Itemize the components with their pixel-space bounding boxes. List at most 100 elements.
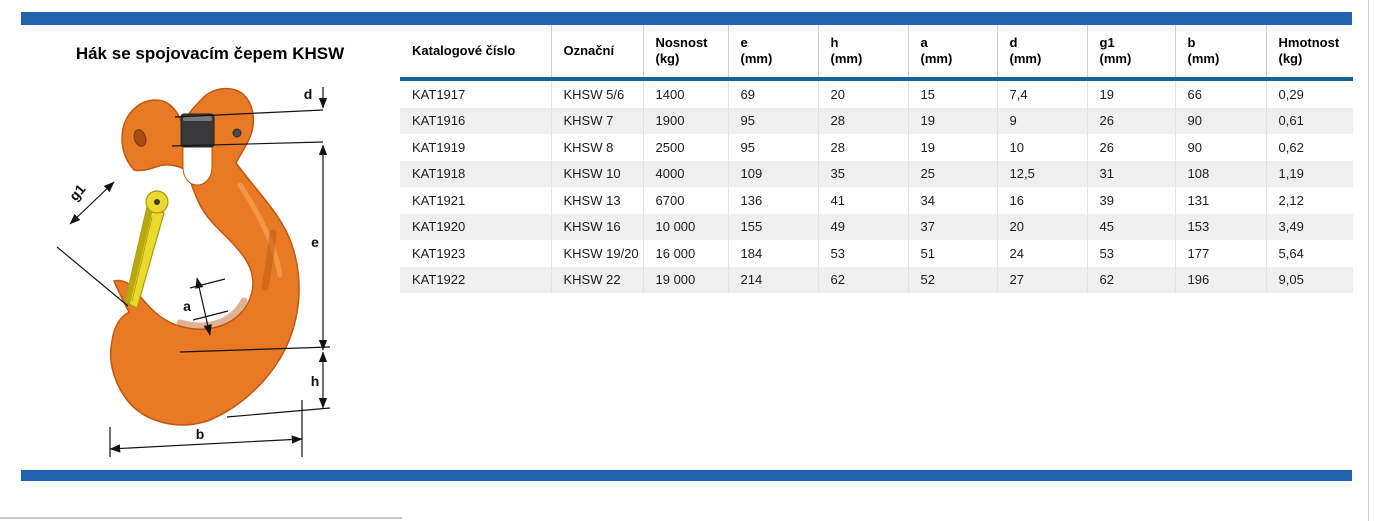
column-header: b (mm) xyxy=(1175,25,1267,81)
dim-label-b: b xyxy=(196,426,205,442)
table-cell: 6700 xyxy=(643,187,729,214)
column-header: d (mm) xyxy=(997,25,1088,81)
table-cell: 19 xyxy=(908,107,998,134)
table-cell: 1900 xyxy=(643,107,729,134)
table-cell: 9 xyxy=(997,107,1088,134)
table-header-row: Katalogové číslo Označní Nosnost (kg) e (mm) h… xyxy=(400,25,1353,81)
table-cell: KAT1916 xyxy=(400,107,552,134)
table-row: KAT1919 KHSW 8 2500 95 28 19 10 26 90 0,62 xyxy=(400,134,1353,161)
top-accent-bar xyxy=(21,12,1352,25)
table-cell: 24 xyxy=(997,240,1088,267)
table-cell: 0,61 xyxy=(1266,107,1353,134)
table-cell: 28 xyxy=(818,134,909,161)
table-row: KAT1916 KHSW 7 1900 95 28 19 9 26 90 0,61 xyxy=(400,107,1353,134)
table-cell: 136 xyxy=(728,187,819,214)
table-cell: 109 xyxy=(728,160,819,187)
table-cell: 31 xyxy=(1087,160,1176,187)
table-cell: KHSW 19/20 xyxy=(551,240,644,267)
table-cell: 10 xyxy=(997,134,1088,161)
column-header: Nosnost (kg) xyxy=(643,25,729,81)
table-cell: KAT1922 xyxy=(400,266,552,293)
dim-label-g1: g1 xyxy=(66,181,89,204)
table-cell: 153 xyxy=(1175,213,1267,240)
dimension-annotations: d e h b a g1 xyxy=(56,86,331,457)
table-cell: 131 xyxy=(1175,187,1267,214)
column-header: g1 (mm) xyxy=(1087,25,1176,81)
page-title: Hák se spojovacím čepem KHSW xyxy=(75,44,345,63)
table-cell: 16 000 xyxy=(643,240,729,267)
table-cell: 20 xyxy=(818,79,909,108)
table-row: KAT1918 KHSW 10 4000 109 35 25 12,5 31 108 1,19 xyxy=(400,160,1353,187)
table-cell: KHSW 5/6 xyxy=(551,79,644,108)
table-cell: 26 xyxy=(1087,134,1176,161)
table-cell: 45 xyxy=(1087,213,1176,240)
table-cell: 62 xyxy=(1087,266,1176,293)
table-cell: 4000 xyxy=(643,160,729,187)
table-cell: 12,5 xyxy=(997,160,1088,187)
table-cell: 34 xyxy=(908,187,998,214)
table-cell: 90 xyxy=(1175,134,1267,161)
table-cell: 196 xyxy=(1175,266,1267,293)
table-cell: 69 xyxy=(728,79,819,108)
table-row: KAT1921 KHSW 13 6700 136 41 34 16 39 131 2,12 xyxy=(400,187,1353,214)
table-cell: KHSW 7 xyxy=(551,107,644,134)
table-cell: 7,4 xyxy=(997,79,1088,108)
hook-body-shape xyxy=(109,87,300,426)
table-cell: 35 xyxy=(818,160,909,187)
table-cell: KHSW 22 xyxy=(551,266,644,293)
table-cell: 1,19 xyxy=(1266,160,1353,187)
column-header: Katalogové číslo xyxy=(400,25,552,81)
rivet-dot xyxy=(232,128,242,138)
column-header: Hmotnost (kg) xyxy=(1266,25,1353,81)
table-cell: KHSW 13 xyxy=(551,187,644,214)
table-cell: 5,64 xyxy=(1278,245,1304,261)
table-cell: KAT1919 xyxy=(400,134,552,161)
table-cell: 10 000 xyxy=(643,213,729,240)
table-cell: 2,12 xyxy=(1278,192,1304,208)
table-cell: 37 xyxy=(908,213,998,240)
table-cell: KHSW 8 xyxy=(551,134,644,161)
table-cell: 19 xyxy=(1087,79,1176,108)
table-cell: 214 xyxy=(728,266,819,293)
table-cell: 66 xyxy=(1175,79,1267,108)
table-cell: KAT1920 xyxy=(400,213,552,240)
bottom-accent-bar xyxy=(21,470,1352,481)
table-cell: 15 xyxy=(908,79,998,108)
clevis-pin xyxy=(180,113,215,148)
table-cell: 1400 xyxy=(643,79,729,108)
dim-label-a: a xyxy=(183,298,191,314)
table-cell: 51 xyxy=(908,240,998,267)
dim-label-d: d xyxy=(304,86,313,102)
table-cell: 177 xyxy=(1175,240,1267,267)
hook-illustration: d e h b a g1 xyxy=(56,86,331,457)
table-cell: 0,62 xyxy=(1278,139,1304,155)
bottom-divider-line xyxy=(0,517,402,519)
dim-label-e: e xyxy=(311,234,319,250)
table-cell: 28 xyxy=(818,107,909,134)
table-cell: 41 xyxy=(818,187,909,214)
table-cell: KAT1918 xyxy=(400,160,552,187)
table-cell: 19 xyxy=(908,134,998,161)
table-cell: 39 xyxy=(1087,187,1176,214)
column-header: Označní xyxy=(551,25,644,81)
table-cell: 52 xyxy=(908,266,998,293)
dim-label-h: h xyxy=(311,373,320,389)
table-row: KAT1920 KHSW 16 10 000 155 49 37 20 45 153 3,49 xyxy=(400,213,1353,240)
table-cell: 184 xyxy=(728,240,819,267)
column-header: a (mm) xyxy=(908,25,998,81)
table-cell: 53 xyxy=(1087,240,1176,267)
table-cell: 95 xyxy=(728,107,819,134)
hook-diagram: d e h b a g1 xyxy=(30,75,370,495)
column-header: e (mm) xyxy=(728,25,819,81)
table-cell: 9,05 xyxy=(1266,266,1353,293)
table-cell: 19 000 xyxy=(643,266,729,293)
table-cell: KHSW 10 xyxy=(551,160,644,187)
table-cell: KHSW 16 xyxy=(551,213,644,240)
table-cell: 49 xyxy=(818,213,909,240)
table-cell: KAT1921 xyxy=(400,187,552,214)
window-edge-line xyxy=(1368,0,1369,521)
table-cell: KAT1923 xyxy=(400,240,552,267)
table-cell: 62 xyxy=(818,266,909,293)
table-cell: 3,49 xyxy=(1266,213,1353,240)
column-header: h (mm) xyxy=(818,25,909,81)
